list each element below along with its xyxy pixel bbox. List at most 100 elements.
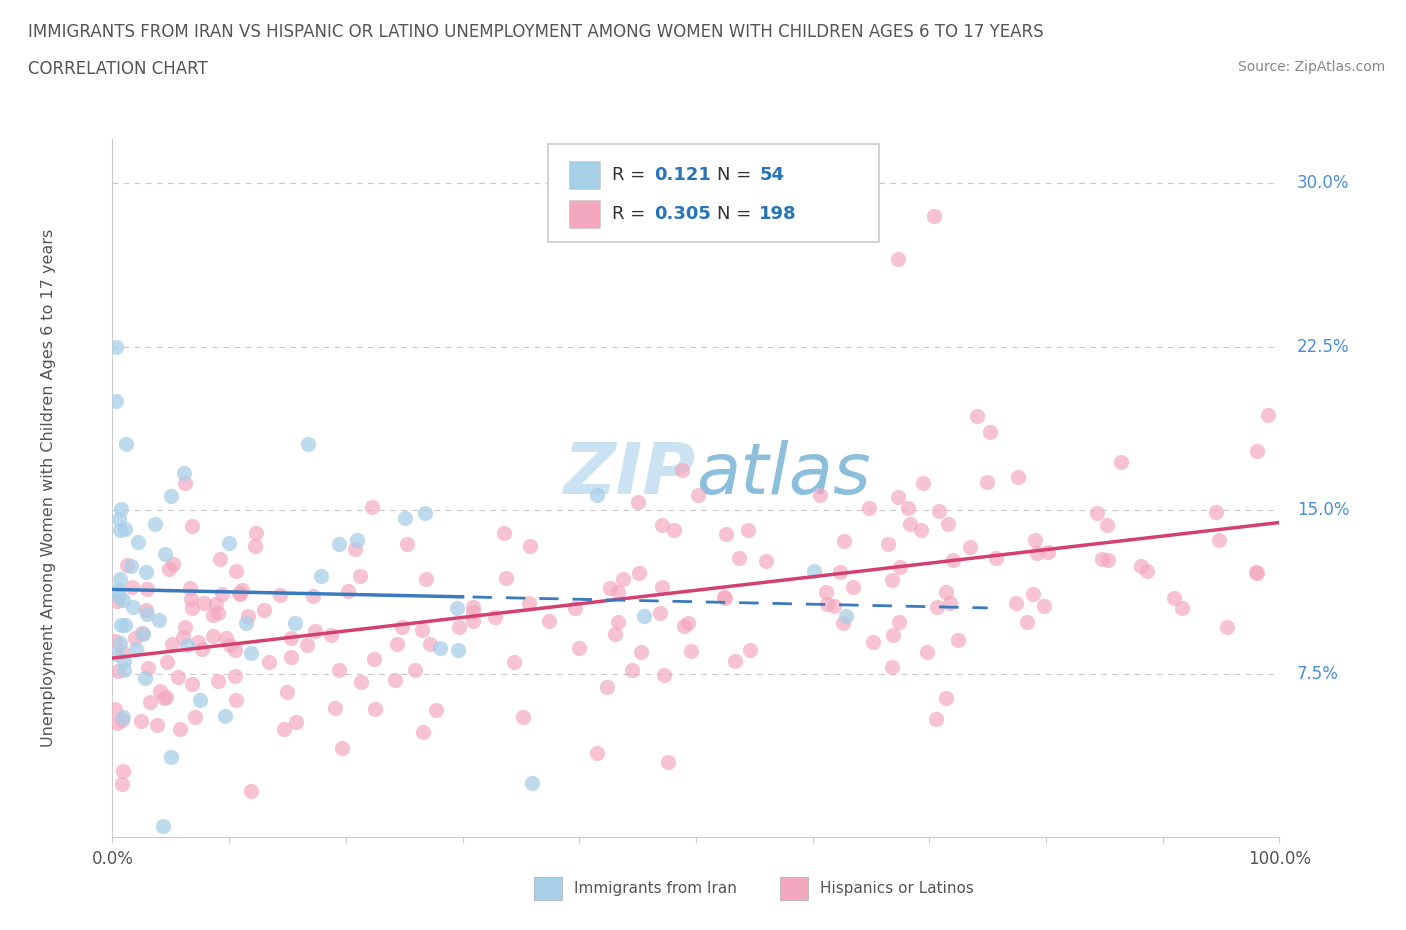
Point: [156, 654, 179, 669]
Point: [104, 646, 127, 661]
Point: [180, 518, 202, 533]
Point: [411, 623, 433, 638]
Point: [235, 616, 257, 631]
Point: [412, 724, 434, 739]
Point: [384, 672, 406, 687]
Point: [135, 603, 157, 618]
Point: [207, 673, 229, 688]
Point: [671, 463, 693, 478]
Point: [1036, 544, 1059, 559]
Point: [1022, 586, 1045, 601]
Point: [538, 614, 561, 629]
Point: [172, 630, 194, 644]
Point: [986, 551, 1008, 565]
Point: [110, 502, 132, 517]
Point: [830, 565, 852, 579]
Point: [105, 593, 128, 608]
Point: [484, 609, 506, 624]
Point: [180, 591, 202, 606]
Point: [224, 669, 246, 684]
Point: [889, 559, 911, 574]
Point: [924, 208, 946, 223]
Point: [107, 590, 129, 604]
Text: 22.5%: 22.5%: [1296, 338, 1350, 355]
Point: [104, 339, 127, 354]
Point: [633, 609, 655, 624]
Point: [1085, 505, 1108, 520]
Point: [862, 634, 884, 649]
Point: [205, 597, 228, 612]
Point: [253, 603, 276, 618]
Point: [157, 562, 180, 577]
Point: [404, 662, 426, 677]
Point: [887, 489, 910, 504]
Point: [912, 476, 935, 491]
Text: ZIP: ZIP: [564, 440, 696, 509]
Point: [136, 606, 159, 621]
Point: [1163, 591, 1185, 605]
Point: [898, 517, 921, 532]
Point: [121, 579, 143, 594]
Point: [1032, 598, 1054, 613]
Point: [599, 580, 621, 595]
Point: [112, 654, 135, 669]
Point: [415, 571, 437, 586]
Point: [129, 714, 152, 729]
Point: [586, 487, 609, 502]
Point: [173, 476, 195, 491]
Point: [108, 523, 131, 538]
Point: [842, 579, 865, 594]
Point: [630, 644, 652, 659]
Point: [679, 644, 702, 658]
Point: [108, 512, 131, 526]
Point: [612, 572, 634, 587]
Point: [1246, 565, 1268, 580]
Point: [131, 626, 153, 641]
Point: [672, 619, 695, 634]
Point: [136, 660, 159, 675]
Point: [112, 710, 135, 724]
Point: [603, 626, 626, 641]
Point: [1246, 444, 1268, 458]
Point: [149, 684, 172, 698]
Point: [1109, 455, 1132, 470]
Point: [184, 709, 207, 724]
Point: [621, 662, 644, 677]
Point: [446, 601, 468, 616]
Point: [239, 784, 262, 799]
Point: [114, 618, 136, 632]
Point: [160, 750, 183, 764]
Point: [110, 618, 132, 632]
Point: [107, 583, 129, 598]
Point: [228, 586, 250, 601]
Point: [231, 583, 253, 598]
Point: [724, 653, 747, 668]
Point: [880, 660, 903, 675]
Point: [224, 643, 246, 658]
Point: [1216, 619, 1239, 634]
Point: [1097, 552, 1119, 567]
Point: [935, 584, 957, 599]
Point: [284, 616, 307, 631]
Point: [887, 615, 910, 630]
Point: [111, 764, 134, 778]
Point: [650, 606, 672, 621]
Point: [138, 695, 160, 710]
Point: [425, 703, 447, 718]
Point: [832, 616, 855, 631]
Text: R =: R =: [612, 166, 645, 184]
Point: [657, 754, 679, 769]
Point: [276, 684, 298, 699]
Point: [1136, 563, 1159, 578]
Point: [1005, 595, 1028, 610]
Text: CORRELATION CHART: CORRELATION CHART: [28, 60, 208, 78]
Point: [207, 605, 229, 620]
Point: [135, 565, 157, 579]
Point: [519, 538, 541, 553]
Point: [461, 613, 484, 628]
Point: [273, 722, 295, 737]
Point: [105, 715, 128, 730]
Point: [887, 252, 910, 267]
Point: [447, 619, 470, 634]
Point: [215, 631, 238, 645]
